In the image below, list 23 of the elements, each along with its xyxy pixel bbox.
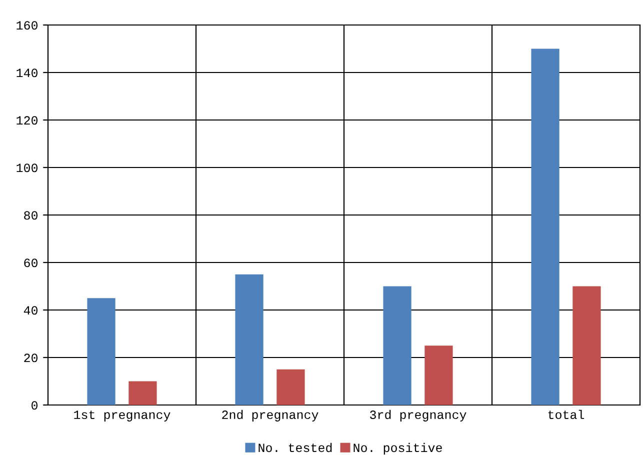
- bar: [383, 286, 412, 405]
- y-tick-label: 140: [16, 68, 38, 78]
- y-tick-label: 80: [24, 211, 38, 220]
- y-tick-label: 20: [24, 354, 38, 362]
- bar: [572, 286, 601, 405]
- legend-label: No. positive: [354, 442, 442, 455]
- x-tick-label: total: [548, 410, 584, 420]
- bar: [87, 298, 116, 405]
- legend-label: No. tested: [258, 442, 332, 452]
- y-tick-label: 100: [16, 164, 38, 172]
- y-tick-label: 60: [24, 258, 38, 268]
- bar: [276, 369, 305, 405]
- y-tick-label: 160: [16, 21, 38, 30]
- x-tick-label: 1st pregnancy: [74, 410, 170, 422]
- y-tick-label: 0: [32, 401, 38, 410]
- y-tick-label: 120: [16, 116, 38, 125]
- bar: [531, 48, 560, 405]
- bar: [235, 274, 264, 405]
- x-tick-label: 2nd pregnancy: [222, 410, 318, 422]
- x-tick-label: 3rd pregnancy: [370, 410, 466, 422]
- bar: [424, 346, 453, 405]
- bar: [128, 381, 157, 405]
- y-tick-label: 40: [24, 306, 38, 315]
